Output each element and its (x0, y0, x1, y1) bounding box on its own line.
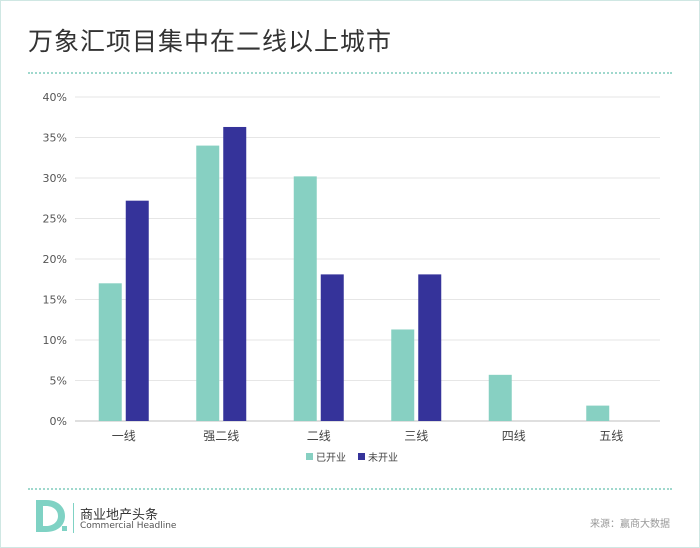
bar (293, 176, 317, 421)
legend-swatch (306, 453, 313, 460)
bar (196, 145, 220, 421)
y-tick-label: 25% (43, 213, 67, 226)
bar (391, 329, 415, 421)
footer-divider (28, 488, 672, 490)
y-tick-label: 10% (43, 334, 67, 347)
brand-name-cn: 商业地产头条 (80, 508, 159, 523)
legend-label: 已开业 (316, 452, 346, 464)
x-tick-label: 五线 (599, 429, 623, 443)
bar (223, 126, 247, 421)
brand-separator (73, 503, 74, 533)
bar (418, 274, 442, 421)
bar (98, 283, 122, 421)
y-tick-label: 40% (43, 91, 67, 104)
bar-chart: 0% 5% 10% 15% 20% 25% 30% 35% 40% 一线 强二线 二线 三线 四线 五线已开… (43, 91, 660, 464)
chart-title: 万象汇项目集中在二线以上城市 (28, 27, 393, 56)
x-tick-label: 强二线 (203, 429, 239, 443)
legend-swatch (358, 453, 365, 460)
x-tick-label: 三线 (404, 429, 428, 443)
brand-name-en: Commercial Headline (80, 521, 177, 531)
y-tick-label: 15% (43, 294, 67, 307)
legend-label: 未开业 (368, 452, 398, 464)
bar (320, 274, 344, 421)
y-tick-label: 5% (50, 375, 67, 388)
bar (488, 374, 512, 421)
y-tick-label: 35% (43, 132, 67, 145)
bar (125, 200, 149, 421)
data-source: 来源：赢商大数据 (590, 519, 670, 530)
y-tick-label: 30% (43, 172, 67, 185)
brand-logo-icon (36, 500, 67, 532)
x-tick-label: 一线 (112, 429, 136, 443)
x-tick-label: 二线 (307, 429, 331, 443)
title-divider (28, 72, 672, 74)
y-tick-label: 20% (43, 253, 67, 266)
x-tick-label: 四线 (502, 429, 526, 443)
bar (586, 405, 610, 421)
y-tick-label: 0% (50, 415, 67, 428)
